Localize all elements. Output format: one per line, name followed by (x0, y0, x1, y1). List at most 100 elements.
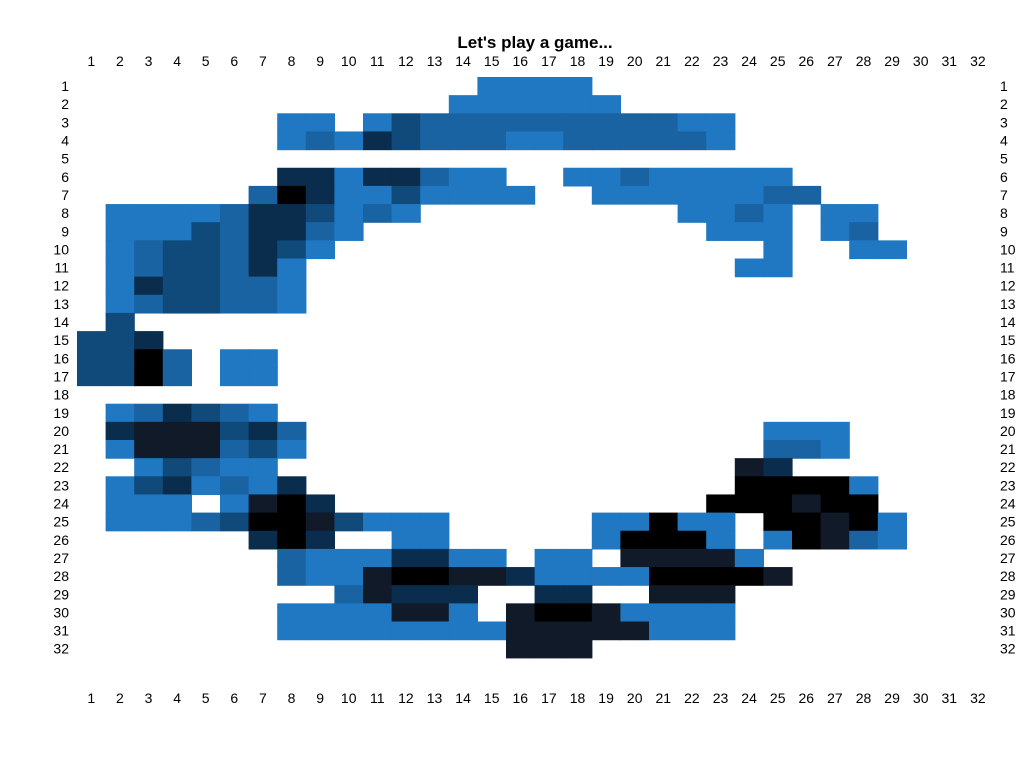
heatmap-cell (620, 530, 650, 550)
column-label-bottom: 24 (741, 690, 757, 706)
heatmap-cell (305, 131, 335, 151)
heatmap-cell (649, 113, 679, 133)
heatmap-cell (477, 167, 507, 187)
column-label-top: 16 (513, 53, 529, 69)
heatmap-cell (563, 77, 593, 96)
heatmap-cell (248, 185, 278, 205)
column-label-bottom: 17 (541, 690, 557, 706)
row-label-left: 17 (53, 368, 69, 384)
heatmap-cell (277, 421, 307, 441)
heatmap-cell (448, 167, 478, 187)
heatmap-cell (191, 258, 221, 278)
heatmap-cell (792, 512, 822, 532)
heatmap-cell (277, 530, 307, 550)
heatmap-cell (248, 204, 278, 223)
heatmap-cell (134, 494, 164, 514)
row-label-right: 20 (1000, 423, 1016, 439)
heatmap-cell (820, 440, 850, 459)
column-label-top: 22 (684, 53, 700, 69)
heatmap-cell (649, 530, 679, 550)
heatmap-cell (105, 421, 135, 441)
column-label-top: 18 (570, 53, 586, 69)
heatmap-cell (734, 458, 764, 477)
heatmap-cell (220, 476, 250, 496)
row-label-right: 5 (1000, 151, 1008, 167)
heatmap-cell (849, 222, 879, 241)
heatmap-cell (706, 131, 736, 151)
heatmap-cell (506, 639, 536, 659)
column-label-bottom: 14 (455, 690, 471, 706)
heatmap-cell (563, 567, 593, 586)
row-label-left: 9 (61, 223, 69, 239)
heatmap-cell (506, 621, 536, 641)
heatmap-cell (305, 167, 335, 187)
heatmap-cell (248, 494, 278, 514)
heatmap-cell (591, 113, 621, 133)
heatmap-cell (649, 567, 679, 586)
heatmap-cell (420, 530, 450, 550)
heatmap-cell (305, 548, 335, 568)
heatmap-cell (677, 530, 707, 550)
column-label-top: 8 (288, 53, 296, 69)
heatmap-cell (220, 294, 250, 314)
heatmap-cell (563, 585, 593, 604)
row-label-right: 23 (1000, 477, 1016, 493)
heatmap-cell (248, 240, 278, 260)
heatmap-cell (105, 222, 135, 241)
heatmap-cell (220, 258, 250, 278)
heatmap-cell (763, 167, 793, 187)
heatmap-cell (677, 512, 707, 532)
heatmap-cell (105, 312, 135, 332)
heatmap-cell (591, 567, 621, 586)
heatmap-cell (620, 621, 650, 641)
heatmap-cell (706, 621, 736, 641)
row-label-right: 26 (1000, 532, 1016, 548)
heatmap-cell (134, 367, 164, 387)
heatmap-cell (763, 222, 793, 241)
heatmap-cell (305, 621, 335, 641)
heatmap-cell (734, 258, 764, 278)
column-label-top: 24 (741, 53, 757, 69)
heatmap-cell (391, 621, 421, 641)
heatmap-cell (591, 185, 621, 205)
heatmap-cell (248, 476, 278, 496)
column-label-bottom: 4 (173, 690, 181, 706)
heatmap-cell (220, 367, 250, 387)
heatmap-cell (734, 476, 764, 496)
heatmap-cell (706, 530, 736, 550)
heatmap-cell (506, 567, 536, 586)
row-label-left: 18 (53, 387, 69, 403)
row-label-right: 27 (1000, 550, 1016, 566)
heatmap-cell (248, 440, 278, 459)
heatmap-cell (534, 585, 564, 604)
heatmap-cell (105, 294, 135, 314)
heatmap-cell (620, 603, 650, 623)
heatmap-cell (105, 349, 135, 368)
heatmap-cell (620, 113, 650, 133)
heatmap-cell (763, 204, 793, 223)
heatmap-cell (391, 204, 421, 223)
heatmap-cell (277, 621, 307, 641)
column-label-bottom: 1 (87, 690, 95, 706)
heatmap-cell (162, 512, 192, 532)
heatmap-cell (363, 167, 393, 187)
heatmap-cell (277, 258, 307, 278)
heatmap-cell (220, 240, 250, 260)
row-label-right: 30 (1000, 604, 1016, 620)
heatmap-cell (162, 458, 192, 477)
heatmap-cell (534, 603, 564, 623)
heatmap-cell (391, 585, 421, 604)
heatmap-cell (305, 113, 335, 133)
heatmap-tick-labels: 1122334455667788991010111112121313141415… (53, 53, 1015, 706)
heatmap-cell (591, 530, 621, 550)
heatmap-cell (277, 512, 307, 532)
heatmap-cell (448, 585, 478, 604)
column-label-bottom: 30 (913, 690, 929, 706)
heatmap-cell (391, 548, 421, 568)
heatmap-cell (134, 403, 164, 423)
heatmap-cell (134, 276, 164, 296)
column-label-bottom: 5 (202, 690, 210, 706)
heatmap-cell (677, 167, 707, 187)
heatmap-cell (305, 204, 335, 223)
heatmap-cell (420, 621, 450, 641)
